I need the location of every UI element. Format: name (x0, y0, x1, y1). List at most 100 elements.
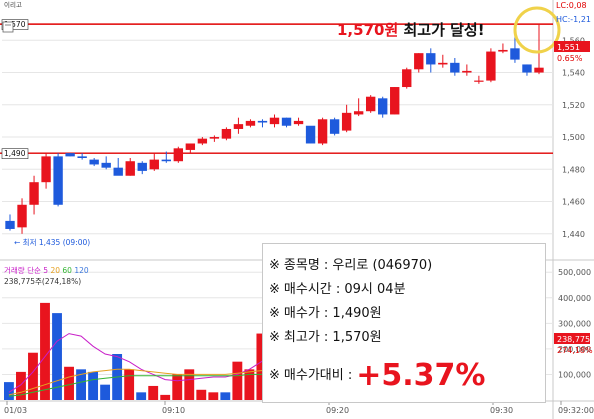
result-percent: +5.37% (356, 358, 486, 393)
candle-body (29, 182, 39, 205)
lc-label: LC:0,08 (556, 1, 587, 10)
annotation-price: 1,570원 (337, 21, 399, 39)
volume-tick-label: 400,000 (558, 294, 591, 303)
price-tick-label: 1,520 (562, 101, 585, 110)
candle-body (305, 125, 316, 144)
time-tick-label: 01/03 (4, 406, 27, 415)
candle-body (293, 120, 304, 125)
candle-body (77, 156, 87, 158)
candle-body (378, 98, 388, 115)
price-tick-label: 1,460 (562, 198, 585, 207)
candle-body (149, 159, 159, 170)
price-tick-label: 1,480 (562, 165, 585, 174)
volume-bar (184, 369, 195, 400)
reference-label-box (1, 19, 29, 30)
top-left-label: 이리고 (4, 0, 22, 9)
volume-value-box (554, 333, 590, 344)
volume-bar (160, 394, 171, 400)
volume-bar (52, 313, 62, 400)
volume-bar (208, 392, 219, 400)
annotation-text: 최고가 달성! (398, 21, 485, 39)
candle-body (197, 138, 208, 144)
time-tick-label: 09:32:00 (558, 406, 594, 415)
candle-body (329, 119, 340, 134)
volume-tick-label: 300,000 (558, 319, 591, 328)
candle-body (534, 67, 544, 73)
volume-bar (256, 333, 267, 400)
candle-body (486, 51, 496, 81)
price-tick-label: 1,440 (562, 230, 585, 239)
candle-body (65, 153, 75, 157)
candle-body (317, 119, 328, 144)
info-high-price: ※ 최고가 : 1,570원 (269, 330, 382, 345)
candle-body (522, 64, 532, 73)
candle-body (510, 48, 520, 60)
current-pct-label: 0.65% (557, 54, 583, 63)
candle-body (353, 111, 364, 115)
volume-pct-label: 274,18% (557, 346, 593, 355)
price-tick-label: 1,500 (562, 133, 585, 142)
candle-body (221, 128, 232, 139)
info-buy-price: ※ 매수가 : 1,490원 (269, 306, 382, 321)
low-marker: ← 최저 1,435 (09:00) (14, 237, 90, 247)
candle-body (173, 148, 184, 162)
volume-header-value: 238,775주(274,18%) (4, 277, 81, 286)
volume-bar (232, 361, 243, 400)
volume-bar (4, 382, 14, 400)
candle-body (245, 120, 256, 126)
candle-body (41, 156, 51, 183)
candle-body (365, 96, 376, 112)
candle-body (185, 143, 196, 150)
info-result: ※ 매수가대비 : +5.37% (269, 358, 486, 393)
candle-body (5, 220, 15, 229)
candle-body (341, 112, 352, 131)
volume-value-label: 238,775 (557, 335, 590, 344)
time-tick-label: 09:30 (490, 406, 513, 415)
volume-bar (88, 371, 99, 400)
candle-body (137, 162, 147, 171)
volume-header: 거래량 단순 5 20 60 120 (4, 265, 89, 275)
candle-body (450, 62, 460, 73)
volume-tick-label: 100,000 (558, 370, 591, 379)
reference-label: 1,570 (4, 20, 26, 29)
volume-bar (196, 389, 207, 400)
volume-bar (172, 374, 183, 400)
price-tick-label: 1,540 (562, 69, 585, 78)
candle-body (233, 124, 244, 129)
candle-body (113, 167, 123, 176)
candle-body (414, 53, 424, 70)
candle-body (498, 49, 508, 52)
volume-bar (40, 302, 50, 400)
candle-body (89, 159, 99, 165)
candle-body (438, 62, 448, 65)
volume-bar (244, 369, 255, 400)
volume-bar (220, 392, 231, 400)
trade-info-panel: ※ 종목명 : 우리로 (046970) ※ 매수시간 : 09시 04분 ※ 매수가… (262, 243, 546, 403)
candle-body (125, 161, 135, 176)
current-price-label: 1,551 (557, 43, 580, 52)
candle-body (53, 156, 63, 205)
candle-body (161, 159, 171, 162)
volume-bar (28, 352, 38, 400)
candle-body (474, 80, 484, 82)
reference-label-box (1, 148, 29, 159)
info-stock-name: ※ 종목명 : 우리로 (046970) (269, 258, 433, 273)
price-candles: 1,570 1,490 ← 최저 1,435 (09:00) (0, 6, 561, 247)
time-tick-label: 09:20 (326, 406, 349, 415)
time-tick-label: 09:10 (162, 406, 185, 415)
hc-label: HC:-1,21 (556, 15, 591, 24)
max-price-annotation: 1,570원 최고가 달성! (337, 19, 485, 40)
candle-body (390, 87, 400, 115)
candle-body (281, 117, 292, 126)
volume-tick-label: 500,000 (558, 268, 591, 277)
candle-body (269, 117, 280, 125)
price-tick-label: 1,560 (562, 36, 585, 45)
candle-body (101, 162, 111, 168)
calculator-icon (2, 21, 14, 33)
volume-bar (100, 384, 111, 400)
candle-body (462, 70, 472, 73)
candle-body (402, 69, 412, 88)
candle-body (257, 120, 268, 123)
volume-bar (148, 385, 159, 400)
